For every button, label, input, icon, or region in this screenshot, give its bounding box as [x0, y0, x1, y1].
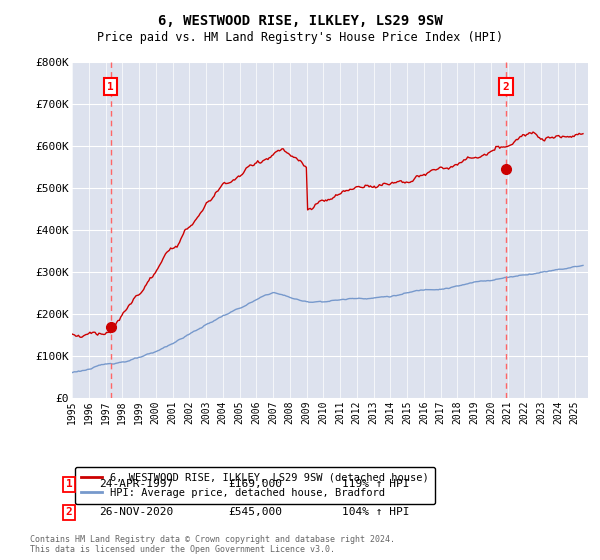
Text: 1: 1 [65, 479, 73, 489]
Text: 26-NOV-2020: 26-NOV-2020 [99, 507, 173, 517]
Text: 2: 2 [65, 507, 73, 517]
Text: 1: 1 [107, 82, 114, 92]
Text: £545,000: £545,000 [228, 507, 282, 517]
Text: £169,000: £169,000 [228, 479, 282, 489]
Text: 6, WESTWOOD RISE, ILKLEY, LS29 9SW: 6, WESTWOOD RISE, ILKLEY, LS29 9SW [158, 14, 442, 28]
Text: 2: 2 [503, 82, 509, 92]
Text: 24-APR-1997: 24-APR-1997 [99, 479, 173, 489]
Text: Contains HM Land Registry data © Crown copyright and database right 2024.
This d: Contains HM Land Registry data © Crown c… [30, 535, 395, 554]
Text: Price paid vs. HM Land Registry's House Price Index (HPI): Price paid vs. HM Land Registry's House … [97, 31, 503, 44]
Legend: 6, WESTWOOD RISE, ILKLEY, LS29 9SW (detached house), HPI: Average price, detache: 6, WESTWOOD RISE, ILKLEY, LS29 9SW (deta… [74, 466, 435, 505]
Text: 104% ↑ HPI: 104% ↑ HPI [342, 507, 409, 517]
Text: 119% ↑ HPI: 119% ↑ HPI [342, 479, 409, 489]
